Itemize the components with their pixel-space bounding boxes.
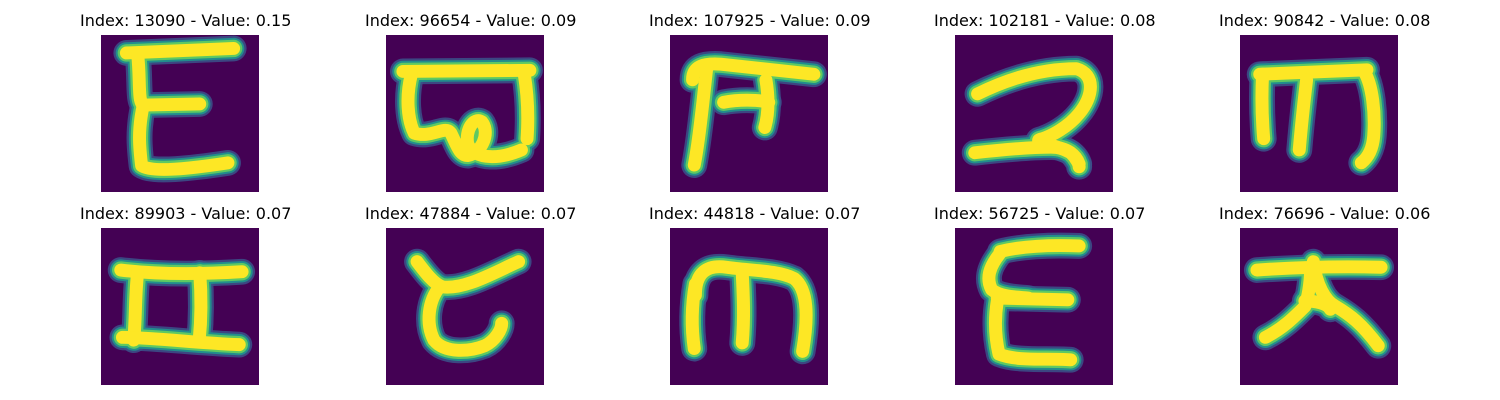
glyph-stroke-layer xyxy=(410,255,526,357)
panel-title: Index: 90842 - Value: 0.08 xyxy=(1219,11,1431,30)
glyph-stroke xyxy=(422,280,509,357)
glyph-stroke-layer xyxy=(1250,255,1388,353)
glyph-stroke xyxy=(685,277,702,356)
glyph-stroke xyxy=(687,62,714,172)
glyph-stroke xyxy=(993,239,1086,258)
glyph-stroke-layer xyxy=(119,42,241,176)
glyph-stroke xyxy=(401,67,528,164)
glyph-image-m xyxy=(1240,35,1398,192)
glyph-image-e xyxy=(101,35,259,192)
image-panel: Index: 13090 - Value: 0.15 xyxy=(80,11,292,201)
glyph-image-c xyxy=(386,228,544,385)
glyph-stroke-layer xyxy=(1253,63,1381,170)
glyph-stroke xyxy=(758,73,775,134)
glyph-stroke xyxy=(1354,64,1381,170)
image-panel: Index: 56725 - Value: 0.07 xyxy=(934,204,1146,394)
glyph-image-h xyxy=(101,228,259,385)
panel-title: Index: 96654 - Value: 0.09 xyxy=(365,11,577,30)
image-panel: Index: 107925 - Value: 0.09 xyxy=(649,11,871,201)
glyph-stroke xyxy=(1298,294,1337,316)
glyph-stroke xyxy=(990,291,1075,307)
glyph-stroke xyxy=(192,266,208,347)
glyph-stroke xyxy=(396,63,537,78)
image-panel: Index: 44818 - Value: 0.07 xyxy=(649,204,861,394)
image-panel: Index: 96654 - Value: 0.09 xyxy=(365,11,577,201)
panel-title: Index: 44818 - Value: 0.07 xyxy=(649,204,861,223)
glyph-image-hook xyxy=(670,35,828,192)
glyph-stroke xyxy=(133,98,235,176)
glyph-stroke xyxy=(127,266,145,347)
panel-title: Index: 89903 - Value: 0.07 xyxy=(80,204,292,223)
image-panel: Index: 76696 - Value: 0.06 xyxy=(1219,204,1431,394)
glyph-stroke xyxy=(1253,63,1374,81)
panel-title: Index: 13090 - Value: 0.15 xyxy=(80,11,292,30)
panel-title: Index: 107925 - Value: 0.09 xyxy=(649,11,871,30)
glyph-stroke-layer xyxy=(968,62,1097,174)
glyph-stroke-layer xyxy=(396,63,537,164)
glyph-stroke xyxy=(988,294,1078,367)
image-panel: Index: 102181 - Value: 0.08 xyxy=(934,11,1156,201)
glyph-stroke xyxy=(968,140,1086,171)
glyph-image-e xyxy=(955,228,1113,385)
glyph-image-swirl xyxy=(386,35,544,192)
panel-title: Index: 56725 - Value: 0.07 xyxy=(934,204,1146,223)
glyph-stroke-layer xyxy=(686,57,821,172)
glyph-image-tree xyxy=(1240,228,1398,385)
glyph-stroke-layer xyxy=(685,260,813,358)
panel-title: Index: 76696 - Value: 0.06 xyxy=(1219,204,1431,223)
glyph-stroke xyxy=(115,330,246,352)
glyph-image-m xyxy=(670,228,828,385)
glyph-stroke xyxy=(735,266,751,350)
glyph-stroke xyxy=(1255,67,1271,146)
panel-title: Index: 102181 - Value: 0.08 xyxy=(934,11,1156,30)
image-panel: Index: 47884 - Value: 0.07 xyxy=(365,204,577,394)
glyph-stroke xyxy=(517,67,535,146)
glyph-stroke xyxy=(688,260,813,358)
glyph-stroke-layer xyxy=(982,239,1086,367)
image-panel: Index: 90842 - Value: 0.08 xyxy=(1219,11,1431,201)
panel-title: Index: 47884 - Value: 0.07 xyxy=(365,204,577,223)
glyph-stroke-layer xyxy=(114,263,249,352)
glyph-stroke xyxy=(1292,73,1314,157)
glyph-image-two xyxy=(955,35,1113,192)
glyph-stroke xyxy=(119,42,241,60)
image-panel: Index: 89903 - Value: 0.07 xyxy=(80,204,292,394)
